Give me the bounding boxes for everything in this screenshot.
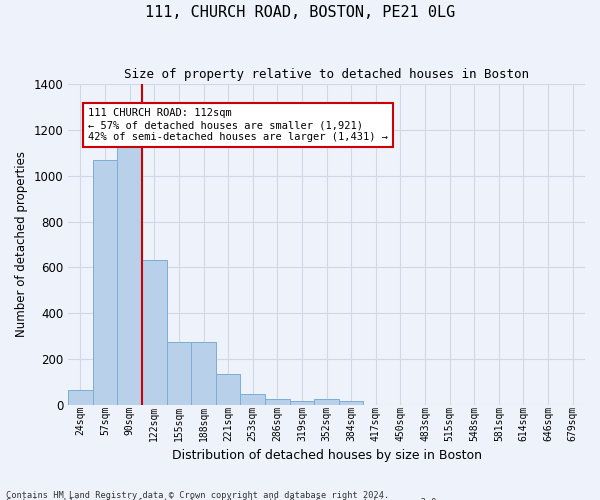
Title: Size of property relative to detached houses in Boston: Size of property relative to detached ho… [124,68,529,80]
Bar [167,342,191,404]
Text: Contains public sector information licensed under the Open Government Licence v3: Contains public sector information licen… [6,498,442,500]
Bar [339,401,364,404]
Bar [118,140,142,404]
Bar [314,400,339,404]
Bar [93,160,118,404]
Bar [241,394,265,404]
Bar [68,390,93,404]
Text: 111, CHURCH ROAD, BOSTON, PE21 0LG: 111, CHURCH ROAD, BOSTON, PE21 0LG [145,5,455,20]
Text: 111 CHURCH ROAD: 112sqm
← 57% of detached houses are smaller (1,921)
42% of semi: 111 CHURCH ROAD: 112sqm ← 57% of detache… [88,108,388,142]
Bar [142,260,167,404]
Bar [191,342,216,404]
Y-axis label: Number of detached properties: Number of detached properties [15,152,28,338]
Text: Contains HM Land Registry data © Crown copyright and database right 2024.: Contains HM Land Registry data © Crown c… [6,490,389,500]
Bar [216,374,241,404]
Bar [290,401,314,404]
Bar [265,400,290,404]
X-axis label: Distribution of detached houses by size in Boston: Distribution of detached houses by size … [172,450,482,462]
